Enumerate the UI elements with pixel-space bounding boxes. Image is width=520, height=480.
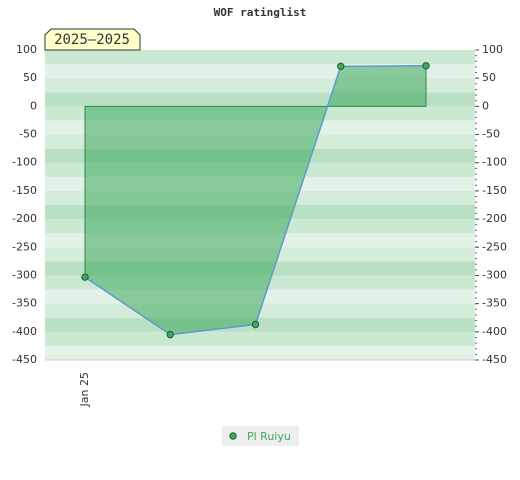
grid-band: [45, 317, 475, 332]
y-tick-label: -350: [12, 297, 37, 310]
point: [81, 273, 89, 281]
y-tick-label: 50: [23, 71, 37, 84]
y-tick-label: -50: [19, 128, 37, 141]
point: [422, 62, 430, 70]
y-tick-label: -200: [12, 212, 37, 225]
y-tick-label: -100: [12, 156, 37, 169]
y2-tick-label: 100: [482, 43, 503, 56]
y2-tick-label: -250: [482, 240, 507, 253]
y-tick-label: -300: [12, 268, 37, 281]
grid-band: [45, 331, 475, 346]
grid-band: [45, 345, 475, 360]
y-tick-label: 0: [30, 99, 37, 112]
y-tick-label: -400: [12, 325, 37, 338]
point: [337, 62, 345, 71]
annotation-tag: 2025–2025: [44, 28, 141, 51]
y-tick-label: -450: [12, 353, 37, 366]
y-tick-label: -150: [12, 184, 37, 197]
legend-box: [222, 426, 299, 446]
y2-tick-label: -350: [482, 297, 507, 310]
y2-tick-label: -450: [482, 353, 507, 366]
legend-label: Pl Ruiyu: [247, 430, 291, 443]
point: [166, 330, 174, 339]
y-tick-label: -250: [12, 240, 37, 253]
point: [251, 320, 260, 329]
y2-tick-label: -100: [482, 156, 507, 169]
y-tick-label: 100: [16, 43, 37, 56]
y2-tick-label: -200: [482, 212, 507, 225]
x-tick-label: Jan 25: [78, 372, 91, 407]
annotation: 2025–2025: [54, 32, 130, 48]
y2-tick-label: -50: [482, 128, 500, 141]
y2-tick-label: 0: [482, 99, 489, 112]
y2-tick-label: -400: [482, 325, 507, 338]
grid-band: [45, 50, 475, 65]
chart-title: WOF ratinglist: [214, 6, 307, 19]
y2-tick-label: 50: [482, 71, 496, 84]
y2-tick-label: -150: [482, 184, 507, 197]
legend-marker: [229, 432, 237, 440]
y2-tick-label: -300: [482, 268, 507, 281]
annotation-box: [44, 28, 141, 51]
